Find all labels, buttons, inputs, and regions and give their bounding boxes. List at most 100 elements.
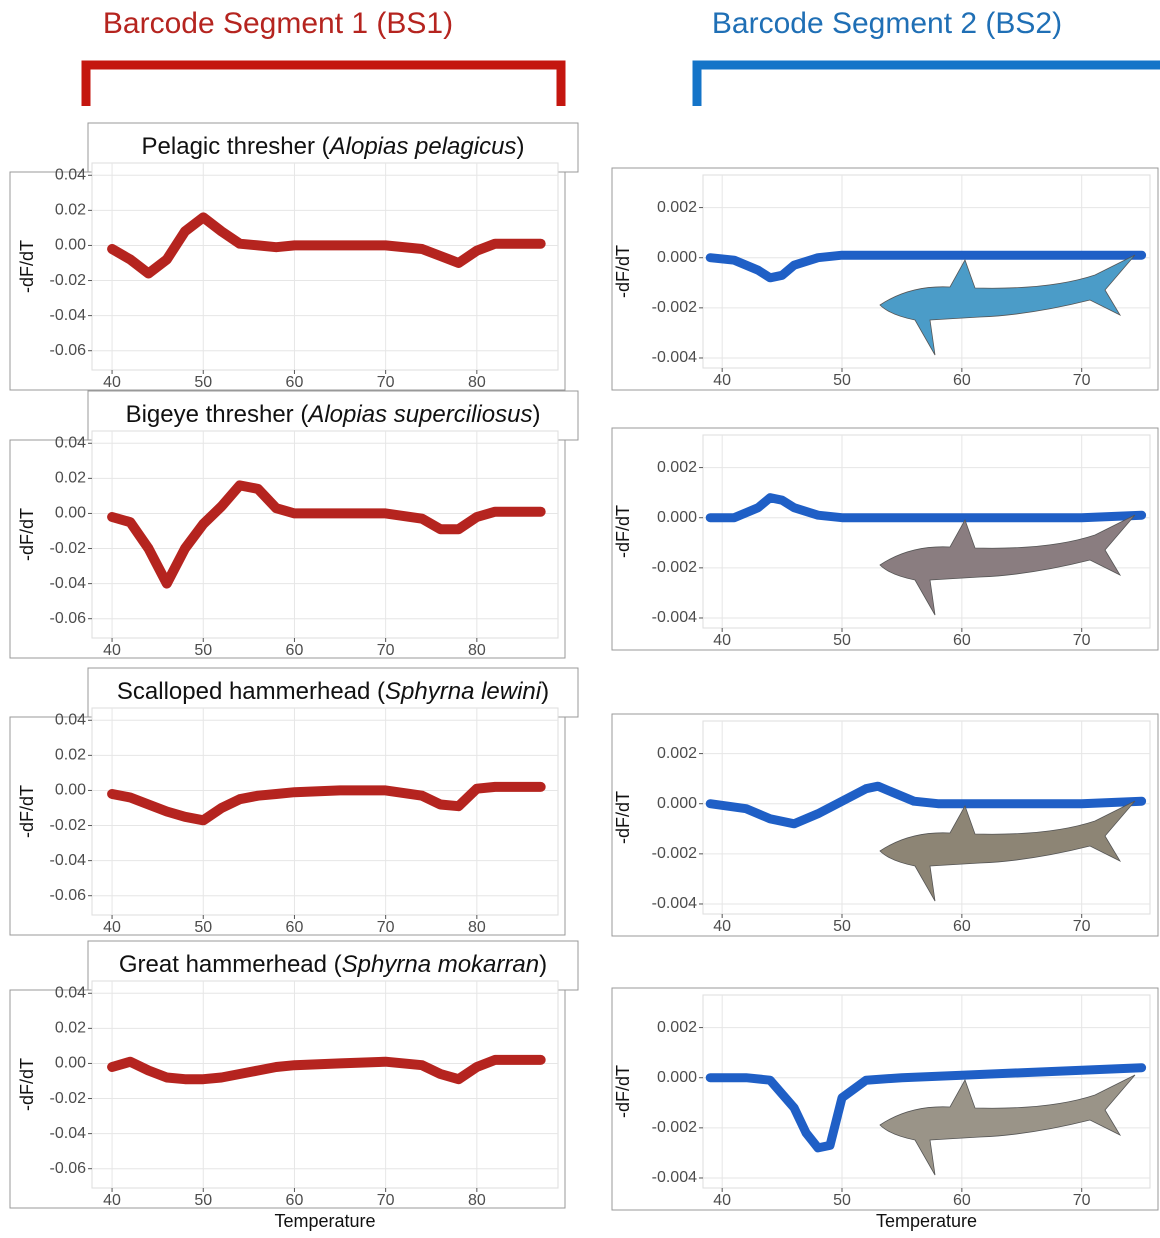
x-tick-label: 50 [194, 1192, 212, 1209]
chart-title: Pelagic thresher (Alopias pelagicus) [142, 133, 525, 160]
x-tick-label: 40 [713, 1192, 731, 1209]
y-tick-label: -0.04 [50, 307, 87, 324]
x-tick-label: 60 [953, 372, 971, 389]
y-axis-label: -dF/dT [17, 240, 37, 293]
y-tick-label: 0.002 [657, 459, 697, 476]
title-part: Sphyrna mokarran [342, 951, 539, 978]
y-tick-label: -0.04 [50, 1125, 87, 1142]
y-tick-label: 0.04 [55, 434, 86, 451]
y-tick-label: -0.02 [50, 272, 87, 289]
y-tick-label: 0.04 [55, 984, 86, 1001]
chart-title: Great hammerhead (Sphyrna mokarran) [119, 951, 547, 978]
x-tick-label: 60 [286, 1192, 304, 1209]
y-tick-label: 0.00 [55, 782, 86, 799]
title-part: Sphyrna lewini [385, 678, 542, 705]
y-tick-label: -0.04 [50, 575, 87, 592]
y-tick-label: 0.002 [657, 1019, 697, 1036]
x-tick-label: 60 [953, 918, 971, 935]
title-part: Great hammerhead ( [119, 951, 342, 978]
title-part: Pelagic thresher ( [142, 133, 330, 160]
y-tick-label: 0.02 [55, 1020, 86, 1037]
x-tick-label: 70 [1073, 372, 1091, 389]
y-tick-label: -0.02 [50, 817, 87, 834]
y-tick-label: -0.02 [50, 540, 87, 557]
x-tick-label: 50 [833, 372, 851, 389]
x-tick-label: 60 [286, 642, 304, 659]
y-tick-label: 0.00 [55, 237, 86, 254]
y-tick-label: 0.000 [657, 509, 697, 526]
x-tick-label: 50 [833, 1192, 851, 1209]
x-tick-label: 40 [103, 919, 121, 936]
y-axis-label: -dF/dT [613, 505, 633, 558]
y-tick-label: 0.000 [657, 795, 697, 812]
x-tick-label: 70 [1073, 918, 1091, 935]
x-tick-label: 40 [103, 374, 121, 391]
x-axis-label: Temperature [876, 1211, 977, 1231]
y-tick-label: -0.004 [652, 349, 697, 366]
title-part: Scalloped hammerhead ( [117, 678, 385, 705]
bracket [697, 65, 1160, 106]
y-tick-label: -0.04 [50, 852, 87, 869]
y-tick-label: -0.06 [50, 342, 87, 359]
x-tick-label: 60 [286, 919, 304, 936]
title-part: ) [539, 951, 547, 978]
y-tick-label: -0.004 [652, 1169, 697, 1186]
x-tick-label: 70 [1073, 632, 1091, 649]
x-tick-label: 50 [833, 632, 851, 649]
x-axis-label: Temperature [274, 1211, 375, 1231]
y-tick-label: -0.004 [652, 609, 697, 626]
bracket [86, 65, 561, 106]
chart-title: Scalloped hammerhead (Sphyrna lewini) [117, 678, 549, 705]
y-tick-label: -0.002 [652, 1119, 697, 1136]
y-tick-label: 0.02 [55, 747, 86, 764]
x-tick-label: 80 [468, 642, 486, 659]
y-tick-label: 0.00 [55, 505, 86, 522]
x-tick-label: 70 [377, 374, 395, 391]
x-tick-label: 40 [103, 642, 121, 659]
x-tick-label: 50 [194, 374, 212, 391]
y-tick-label: -0.002 [652, 299, 697, 316]
y-axis-label: -dF/dT [17, 785, 37, 838]
x-tick-label: 40 [713, 632, 731, 649]
x-tick-label: 80 [468, 374, 486, 391]
x-tick-label: 60 [953, 632, 971, 649]
y-tick-label: -0.06 [50, 1160, 87, 1177]
plot-area [92, 431, 558, 638]
figure: Barcode Segment 1 (BS1) Barcode Segment … [0, 0, 1160, 1238]
x-tick-label: 50 [194, 919, 212, 936]
x-tick-label: 70 [377, 642, 395, 659]
segment-header: Barcode Segment 2 (BS2) [712, 7, 1062, 40]
segment-header: Barcode Segment 1 (BS1) [103, 7, 453, 40]
y-tick-label: -0.06 [50, 610, 87, 627]
y-tick-label: 0.000 [657, 1069, 697, 1086]
y-tick-label: -0.02 [50, 1090, 87, 1107]
chart-title: Bigeye thresher (Alopias superciliosus) [126, 401, 541, 428]
x-tick-label: 40 [713, 372, 731, 389]
y-tick-label: 0.04 [55, 711, 86, 728]
title-part: Alopias pelagicus [328, 133, 517, 160]
x-tick-label: 80 [468, 1192, 486, 1209]
y-axis-label: -dF/dT [613, 245, 633, 298]
y-tick-label: 0.02 [55, 470, 86, 487]
title-part: ) [532, 401, 540, 428]
x-tick-label: 40 [713, 918, 731, 935]
x-tick-label: 60 [953, 1192, 971, 1209]
x-tick-label: 70 [1073, 1192, 1091, 1209]
title-part: ) [516, 133, 524, 160]
x-tick-label: 70 [377, 919, 395, 936]
y-axis-label: -dF/dT [17, 1058, 37, 1111]
y-axis-label: -dF/dT [17, 508, 37, 561]
y-tick-label: -0.002 [652, 845, 697, 862]
y-axis-label: -dF/dT [613, 1065, 633, 1118]
title-part: Alopias superciliosus [306, 401, 532, 428]
x-tick-label: 40 [103, 1192, 121, 1209]
y-tick-label: 0.04 [55, 166, 86, 183]
x-tick-label: 50 [833, 918, 851, 935]
y-tick-label: 0.002 [657, 199, 697, 216]
